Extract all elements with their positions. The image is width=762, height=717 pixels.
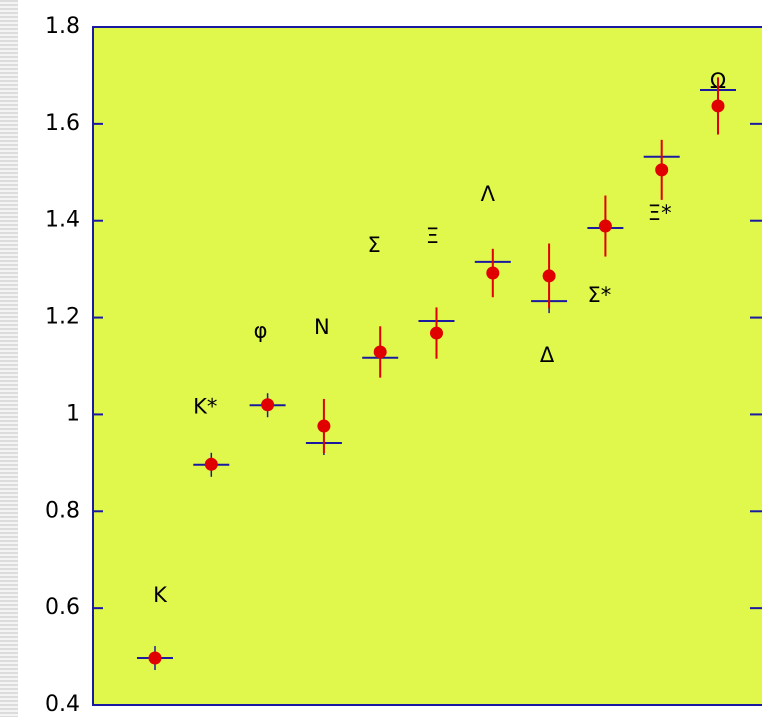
particle-label: φ	[254, 319, 268, 343]
y-tick-label: 0.6	[45, 595, 80, 620]
particle-label: Δ	[540, 343, 555, 367]
y-tick-label: 1.8	[45, 14, 80, 39]
lattice-point	[711, 99, 725, 113]
lattice-point	[261, 398, 275, 412]
lattice-point	[317, 419, 331, 433]
y-tick-label: 1.2	[45, 305, 80, 330]
lattice-point	[430, 326, 443, 340]
particle-label: N	[314, 315, 330, 339]
plot-area	[92, 26, 762, 706]
particle-label: Ξ	[426, 224, 439, 248]
particle-label: K	[153, 583, 168, 607]
lattice-point	[542, 269, 556, 283]
particle-label: Ω	[710, 69, 726, 93]
y-tick-label: 1.6	[45, 111, 80, 136]
side-strip	[0, 0, 18, 717]
particle-label: Λ	[481, 182, 496, 206]
lattice-point	[204, 457, 218, 471]
particle-label: Ξ*	[648, 201, 672, 225]
lattice-point	[598, 219, 612, 233]
y-tick-label: 0.8	[45, 498, 80, 523]
particle-label: Σ*	[588, 283, 612, 307]
y-tick-label: 0.4	[45, 692, 80, 717]
lattice-point	[486, 266, 500, 280]
particle-label: Σ	[368, 233, 381, 257]
y-tick-label: 1.4	[45, 208, 80, 233]
particle-label: K*	[193, 394, 217, 418]
lattice-point	[655, 163, 669, 177]
lattice-point	[148, 651, 162, 665]
lattice-point	[373, 345, 387, 359]
y-tick-label: 1	[66, 401, 80, 426]
